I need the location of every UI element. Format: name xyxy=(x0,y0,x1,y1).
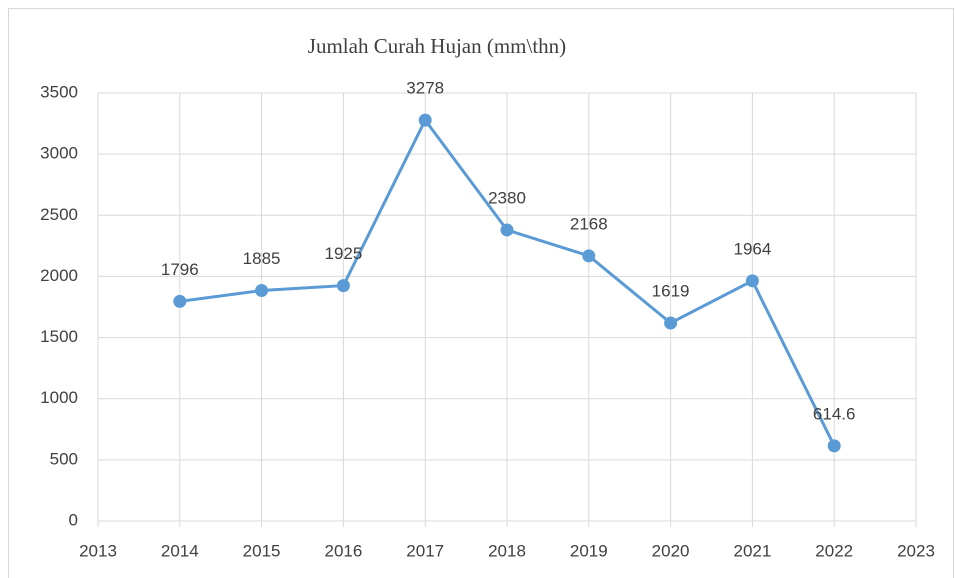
y-tick-label: 1000 xyxy=(40,388,78,407)
x-tick-label: 2023 xyxy=(897,541,935,560)
data-label: 1925 xyxy=(324,244,362,263)
y-tick-label: 3000 xyxy=(40,144,78,163)
chart-border xyxy=(8,8,954,578)
x-tick-label: 2014 xyxy=(161,541,199,560)
y-tick-label: 3500 xyxy=(40,82,78,101)
x-tick-label: 2020 xyxy=(652,541,690,560)
data-label: 1885 xyxy=(243,249,281,268)
data-label: 614.6 xyxy=(813,404,856,423)
x-tick-label: 2019 xyxy=(570,541,608,560)
y-tick-label: 2500 xyxy=(40,205,78,224)
x-tick-label: 2018 xyxy=(488,541,526,560)
y-tick-label: 0 xyxy=(69,510,78,529)
data-label: 1796 xyxy=(161,260,199,279)
data-point xyxy=(582,249,596,263)
x-tick-label: 2021 xyxy=(733,541,771,560)
x-tick-label: 2022 xyxy=(815,541,853,560)
y-tick-label: 1500 xyxy=(40,327,78,346)
x-tick-label: 2016 xyxy=(324,541,362,560)
data-point xyxy=(664,316,678,330)
y-tick-label: 2000 xyxy=(40,266,78,285)
data-label: 3278 xyxy=(406,79,444,98)
data-label: 1619 xyxy=(652,282,690,301)
x-tick-label: 2017 xyxy=(406,541,444,560)
data-point xyxy=(255,283,269,297)
x-tick-label: 2015 xyxy=(243,541,281,560)
data-point xyxy=(827,439,841,453)
data-point xyxy=(336,279,350,293)
data-point xyxy=(418,113,432,127)
data-point xyxy=(745,274,759,288)
data-point xyxy=(173,294,187,308)
chart-title: Jumlah Curah Hujan (mm\thn) xyxy=(308,34,566,58)
data-label: 2168 xyxy=(570,214,608,233)
x-tick-label: 2013 xyxy=(79,541,117,560)
data-label: 1964 xyxy=(733,239,771,258)
y-tick-label: 500 xyxy=(50,449,78,468)
data-point xyxy=(500,223,514,237)
data-label: 2380 xyxy=(488,188,526,207)
